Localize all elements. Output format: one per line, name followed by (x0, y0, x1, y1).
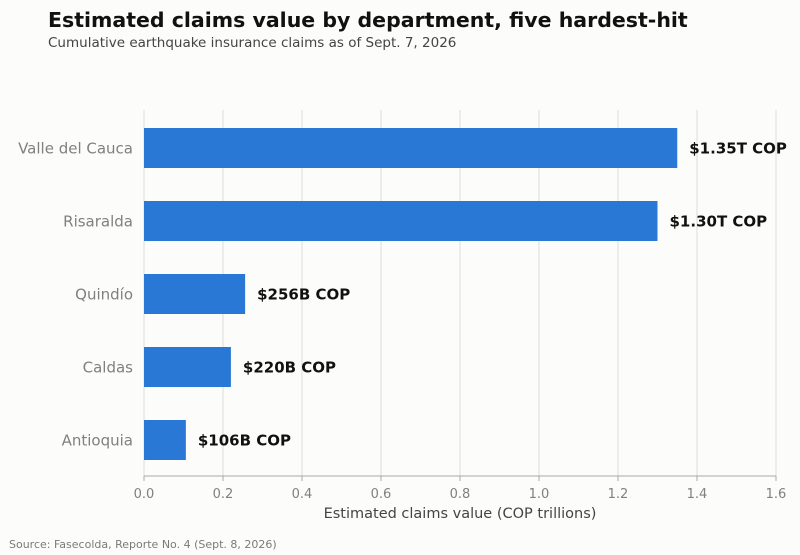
category-label: Risaralda (63, 213, 133, 231)
x-tick-label: 0.8 (450, 487, 471, 502)
bar (144, 420, 186, 460)
x-axis-title: Estimated claims value (COP trillions) (324, 506, 597, 522)
bar (144, 128, 678, 168)
bar (144, 201, 658, 241)
x-tick-label: 1.4 (687, 487, 708, 502)
x-tick-label: 1.2 (608, 487, 629, 502)
bar (144, 347, 231, 387)
data-label: $1.35T COP (689, 140, 787, 158)
x-tick-label: 1.0 (529, 487, 550, 502)
data-label: $220B COP (243, 359, 336, 377)
data-label: $1.30T COP (670, 213, 768, 231)
bars (144, 128, 678, 460)
x-tick-labels: 0.0 0.2 0.4 0.6 0.8 1.0 1.2 1.4 1.6 (134, 487, 787, 502)
category-label: Caldas (83, 359, 134, 377)
x-tick-label: 0.2 (213, 487, 234, 502)
data-label: $106B COP (198, 432, 291, 450)
x-tick-label: 1.6 (766, 487, 787, 502)
category-label: Valle del Cauca (18, 140, 133, 158)
bar (144, 274, 246, 314)
data-labels: $1.35T COP $1.30T COP $256B COP $220B COP $1… (198, 140, 787, 450)
category-label: Antioquia (62, 432, 133, 450)
category-labels: Valle del Cauca Risaralda Quindío Caldas Ant… (18, 140, 133, 450)
chart-title: Estimated claims value by department, fi… (48, 8, 688, 32)
x-tick-label: 0.6 (371, 487, 392, 502)
source-note: Source: Fasecolda, Reporte No. 4 (Sept. … (9, 538, 277, 551)
x-tick-label: 0.0 (134, 487, 155, 502)
x-tick-label: 0.4 (292, 487, 313, 502)
data-label: $256B COP (257, 286, 350, 304)
category-label: Quindío (75, 286, 133, 304)
chart-subtitle: Cumulative earthquake insurance claims a… (48, 35, 457, 51)
